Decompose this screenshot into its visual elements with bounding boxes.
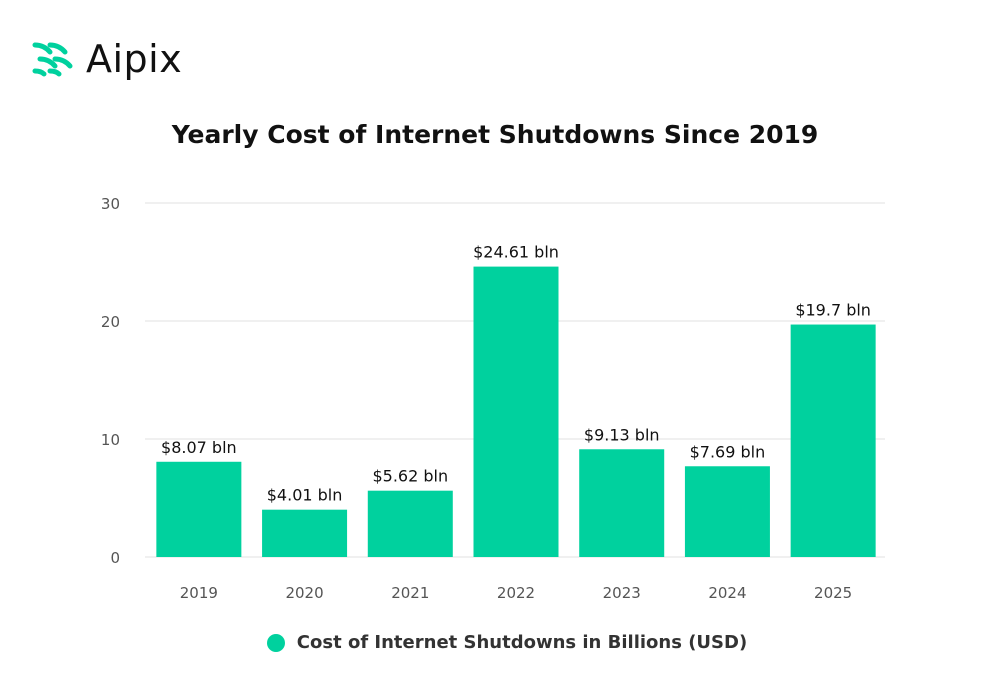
data-label-2019: $8.07 bln xyxy=(161,438,237,457)
y-tick-label: 0 xyxy=(110,549,120,567)
legend-swatch-icon xyxy=(266,633,285,652)
x-tick-label-2023: 2023 xyxy=(603,584,641,602)
data-label-2022: $24.61 bln xyxy=(473,243,559,262)
y-axis-ticks: 0 10 20 30 xyxy=(101,195,120,567)
brand-name: Aipix xyxy=(86,37,183,81)
bar-2019 xyxy=(156,461,242,557)
bar-2023 xyxy=(579,449,665,557)
bars xyxy=(156,266,876,557)
bar-2025 xyxy=(790,324,876,557)
x-tick-label-2022: 2022 xyxy=(497,584,535,602)
data-label-2025: $19.7 bln xyxy=(795,301,871,320)
y-tick-label: 10 xyxy=(101,431,120,449)
y-tick-label: 30 xyxy=(101,195,120,213)
data-label-2020: $4.01 bln xyxy=(267,486,343,505)
bar-2022 xyxy=(473,266,559,557)
bar-2024 xyxy=(684,466,770,557)
data-label-2024: $7.69 bln xyxy=(690,442,766,461)
brand-logo: Aipix xyxy=(32,40,182,78)
legend: Cost of Internet Shutdowns in Billions (… xyxy=(0,632,1000,653)
data-label-2023: $9.13 bln xyxy=(584,425,660,444)
bar-2021 xyxy=(367,490,453,557)
aipix-logo-icon xyxy=(32,42,73,77)
x-tick-label-2025: 2025 xyxy=(814,584,852,602)
chart-title: Yearly Cost of Internet Shutdowns Since … xyxy=(171,120,819,149)
data-label-2021: $5.62 bln xyxy=(372,467,448,486)
x-tick-label-2019: 2019 xyxy=(180,584,218,602)
bar-2020 xyxy=(262,509,348,557)
x-tick-label-2024: 2024 xyxy=(708,584,746,602)
data-labels: $8.07 bln $4.01 bln $5.62 bln $24.61 bln $9.… xyxy=(161,243,871,505)
legend-label: Cost of Internet Shutdowns in Billions (… xyxy=(296,632,748,653)
x-axis-ticks: 2019 2020 2021 2022 2023 2024 2025 xyxy=(180,584,852,602)
x-tick-label-2021: 2021 xyxy=(391,584,429,602)
x-tick-label-2020: 2020 xyxy=(285,584,323,602)
y-tick-label: 20 xyxy=(101,313,120,331)
